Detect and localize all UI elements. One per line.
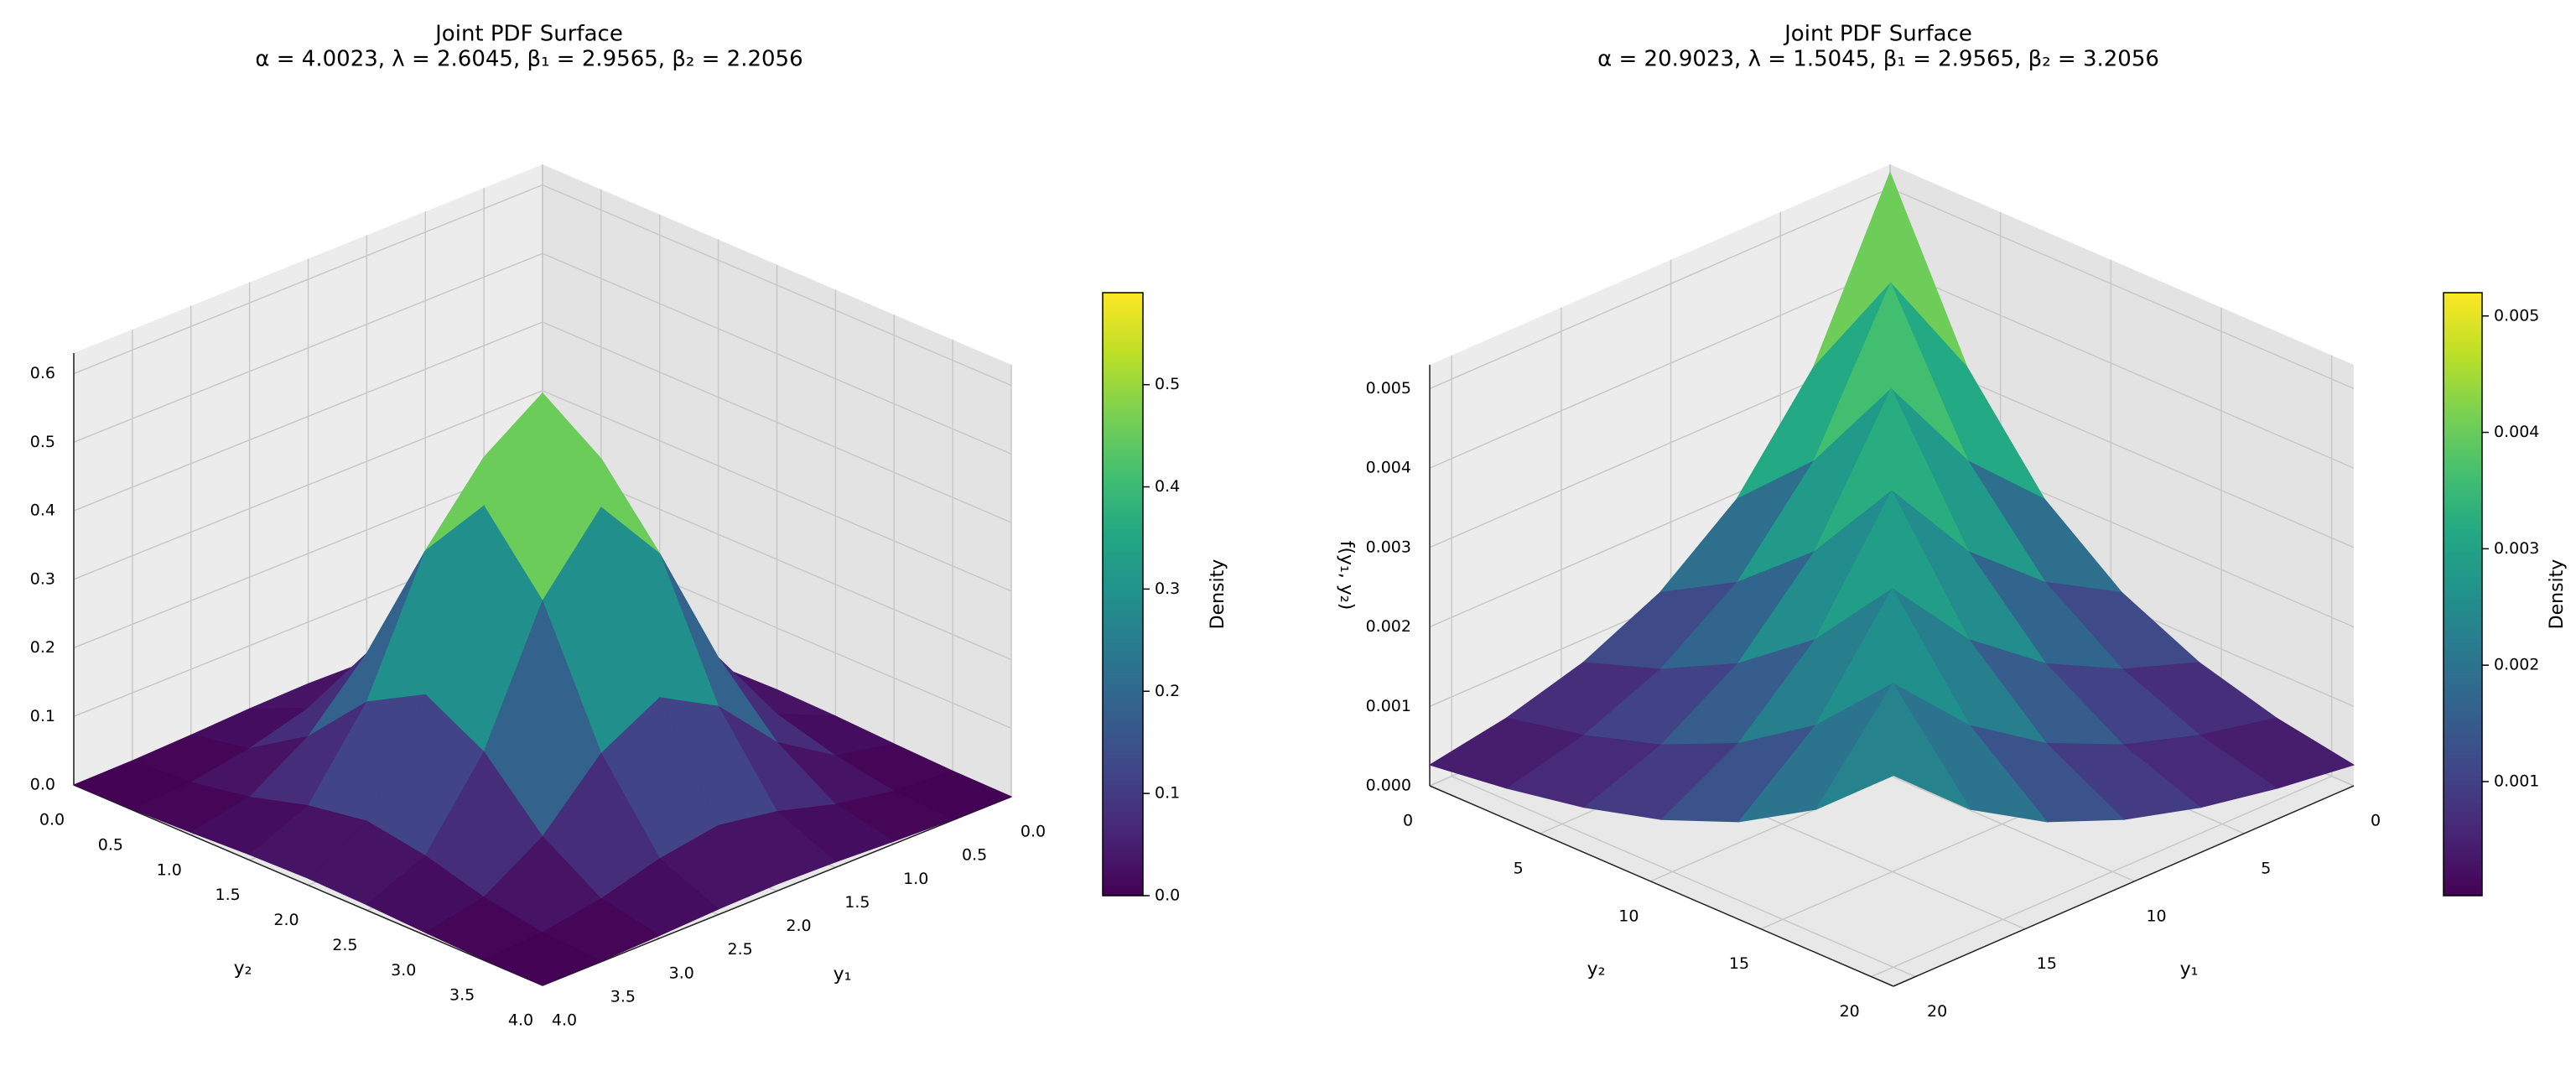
z-tick-label: 0.3	[30, 569, 55, 588]
x-tick-label: 1.5	[844, 893, 870, 912]
grid-line	[542, 390, 1012, 592]
z-tick-label: 0.6	[30, 364, 55, 382]
grid-line	[1429, 187, 1891, 390]
x-tick-label: 1.0	[903, 870, 928, 888]
grid-line	[1889, 267, 2355, 469]
y-axis-label: y₂	[234, 959, 252, 980]
colorbar-label: Density	[2547, 559, 2568, 630]
axis-line	[73, 784, 543, 986]
colorbar-tick-label: 0.0	[1155, 886, 1180, 905]
grid-line	[542, 184, 1012, 387]
colorbar-tick-label: 0.5	[1155, 375, 1180, 393]
y-axis-label: y₂	[1587, 959, 1606, 980]
x-tick-label: 0	[2371, 812, 2381, 830]
axis-line	[1429, 785, 1894, 987]
colorbar-tick-label: 0.1	[1155, 784, 1180, 803]
x-axis-label: y₁	[2180, 959, 2199, 980]
y-tick-label: 1.0	[157, 860, 182, 879]
x-axis-label: y₁	[834, 964, 852, 985]
colorbar-tick-label: 0.002	[2494, 656, 2539, 674]
z-tick-label: 0.003	[1366, 538, 1411, 556]
z-tick-label: 0.005	[1366, 379, 1411, 398]
grid-line	[1889, 187, 2355, 390]
x-tick-label: 10	[2146, 907, 2166, 925]
chart-title: Joint PDF Surface	[434, 22, 623, 47]
x-tick-label: 3.0	[669, 964, 694, 982]
z-tick-label: 0.2	[30, 638, 55, 657]
colorbar-tick-label: 0.003	[2494, 539, 2539, 558]
grid-line	[73, 390, 543, 580]
y-tick-label: 15	[1729, 954, 1749, 973]
chart-title: Joint PDF Surface	[1783, 22, 1972, 47]
colorbar-tick-label: 0.005	[2494, 306, 2539, 325]
y-tick-label: 3.0	[391, 961, 416, 980]
grid-line	[1451, 775, 1916, 978]
chart-subtitle: α = 4.0023, λ = 2.6045, β₁ = 2.9565, β₂ …	[255, 47, 802, 72]
z-tick-label: 0.004	[1366, 459, 1411, 477]
colorbar	[2443, 292, 2483, 897]
y-tick-label: 2.5	[332, 936, 357, 954]
y-tick-label: 0.5	[98, 835, 123, 854]
colorbar-tick-label: 0.004	[2494, 423, 2539, 441]
grid-line	[1429, 267, 1891, 469]
grid-line	[73, 321, 543, 512]
y-tick-label: 0	[1403, 812, 1413, 830]
x-tick-label: 20	[1927, 1002, 1947, 1021]
colorbar-label: Density	[1208, 559, 1228, 630]
colorbar-tick-label: 0.2	[1155, 682, 1180, 700]
z-axis-label: f(y₁, y₂)	[0, 534, 1, 604]
x-tick-label: 2.5	[728, 940, 753, 959]
x-tick-label: 3.5	[610, 987, 636, 1006]
chart-subtitle: α = 20.9023, λ = 1.5045, β₁ = 2.9565, β₂…	[1597, 47, 2159, 72]
y-tick-label: 20	[1840, 1002, 1860, 1021]
z-tick-label: 0.0	[30, 776, 55, 794]
x-tick-label: 5	[2261, 859, 2271, 877]
y-tick-label: 1.5	[216, 886, 241, 904]
z-tick-label: 0.1	[30, 707, 55, 725]
colorbar	[1102, 292, 1144, 897]
colorbar-tick-label: 0.001	[2494, 772, 2539, 790]
grid-line	[542, 321, 1012, 523]
x-tick-label: 2.0	[786, 917, 811, 935]
z-tick-label: 0.4	[30, 502, 55, 520]
y-tick-label: 3.5	[449, 986, 475, 1005]
colorbar-tick-label: 0.4	[1155, 477, 1180, 496]
y-tick-label: 4.0	[508, 1011, 533, 1030]
grid-line	[73, 184, 543, 375]
axis-line	[542, 796, 1012, 986]
z-tick-label: 0.000	[1366, 777, 1411, 795]
x-tick-label: 0.5	[962, 846, 987, 865]
surface-patch	[1815, 683, 1971, 811]
grid-line	[542, 252, 1012, 455]
y-tick-label: 0.0	[39, 811, 65, 829]
z-tick-label: 0.002	[1366, 617, 1411, 636]
z-tick-label: 0.001	[1366, 697, 1411, 715]
grid-line	[1871, 775, 2332, 978]
x-tick-label: 0.0	[1021, 823, 1046, 841]
y-tick-label: 2.0	[273, 911, 299, 929]
axis-line	[1893, 785, 2355, 987]
grid-line	[73, 252, 543, 443]
surface-patch	[482, 932, 603, 986]
y-tick-label: 10	[1618, 907, 1639, 925]
x-tick-label: 15	[2037, 954, 2057, 973]
z-tick-label: 0.5	[30, 433, 55, 451]
y-tick-label: 5	[1514, 859, 1524, 877]
x-tick-label: 4.0	[552, 1011, 577, 1030]
colorbar-tick-label: 0.3	[1155, 579, 1180, 598]
z-axis-label: f(y₁, y₂)	[1336, 541, 1357, 611]
